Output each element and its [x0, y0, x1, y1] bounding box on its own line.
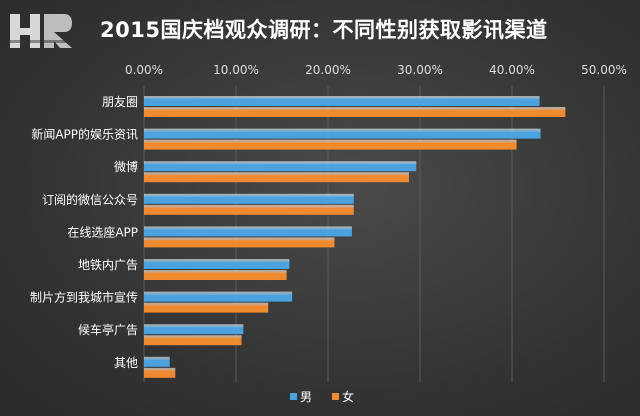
legend-swatch [332, 393, 339, 400]
bar-male [144, 226, 352, 237]
bar-male [144, 128, 541, 139]
category-label: 朋友圈 [102, 95, 138, 109]
category-label: 在线选座APP [67, 224, 138, 239]
bar-female [144, 335, 242, 346]
bar-female [144, 139, 517, 150]
logo-icon [8, 14, 72, 48]
bar-female [144, 367, 176, 378]
legend-swatch [290, 393, 297, 400]
legend-label: 女 [342, 389, 354, 404]
bar-male [144, 356, 170, 367]
bar-male [144, 324, 244, 335]
bar-female [144, 107, 566, 117]
bar-female [144, 237, 335, 248]
legend-label: 男 [300, 390, 312, 404]
x-tick-label: 40.00% [489, 63, 535, 77]
bar-male [144, 193, 354, 204]
bar-female [144, 204, 354, 215]
bar-male [144, 259, 290, 269]
bar-male [144, 291, 293, 302]
bar-male [144, 161, 417, 172]
category-label: 候车亭广告 [78, 322, 138, 337]
x-tick-label: 50.00% [581, 63, 627, 77]
x-tick-label: 10.00% [213, 63, 259, 77]
category-label: 制片方到我城市宣传 [30, 290, 138, 305]
x-tick-label: 0.00% [125, 63, 163, 77]
category-label: 地铁内广告 [78, 258, 138, 272]
bar-female [144, 270, 287, 280]
bar-female [144, 302, 269, 313]
category-label: 新闻APP的娱乐资讯 [31, 127, 138, 142]
category-label: 微博 [114, 159, 138, 174]
chart-title: 2015国庆档观众调研：不同性别获取影讯渠道 [100, 18, 548, 42]
bar-female [144, 172, 409, 183]
x-tick-label: 20.00% [305, 63, 351, 77]
category-label: 订阅的微信公众号 [42, 192, 138, 207]
category-label: 其他 [114, 356, 138, 370]
x-tick-label: 30.00% [397, 63, 443, 77]
bar-male [144, 96, 540, 106]
